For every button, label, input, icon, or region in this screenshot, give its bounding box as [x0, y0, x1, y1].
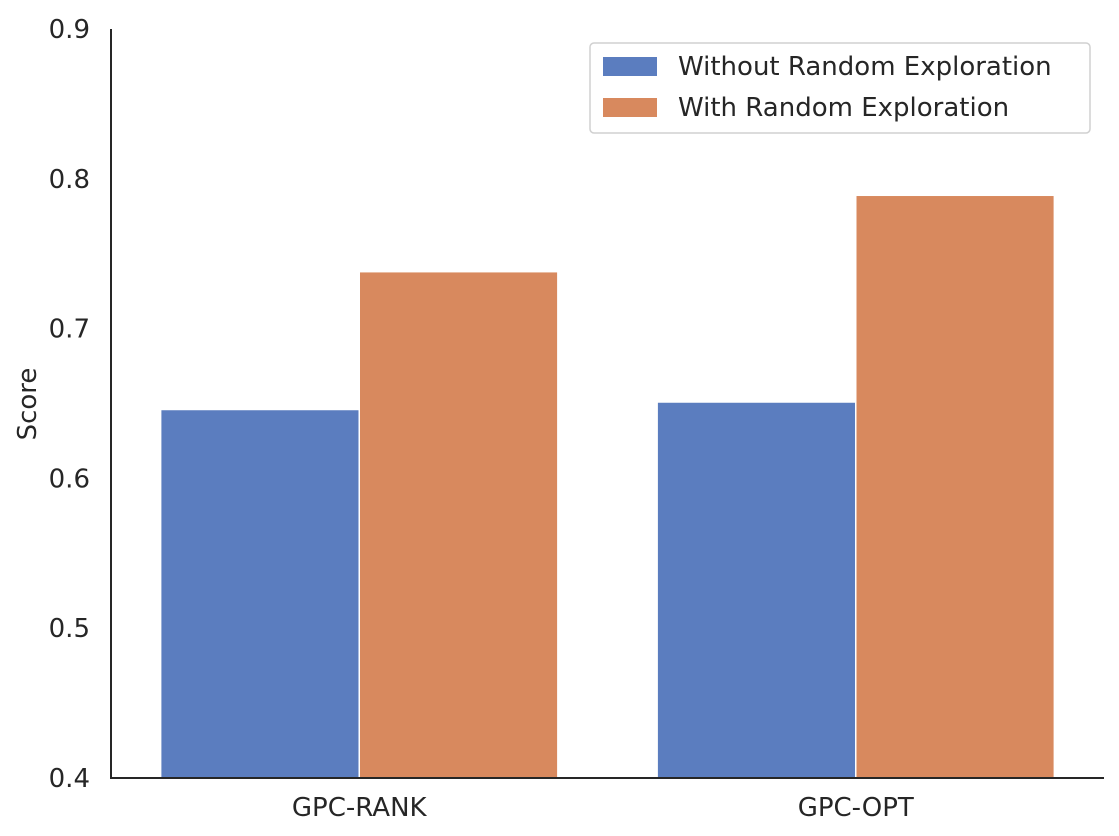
- bar-gpc-opt-series-0: [656, 401, 857, 779]
- legend: Without Random Exploration With Random E…: [589, 42, 1091, 134]
- y-tick-label: 0.4: [49, 764, 90, 794]
- y-axis-ticks: 0.4 0.5 0.6 0.7 0.8 0.9: [49, 15, 90, 794]
- bars-group: [159, 194, 1056, 779]
- bar-gpc-rank-series-0: [159, 408, 360, 779]
- x-tick-label: GPC-RANK: [292, 793, 428, 823]
- y-tick-label: 0.6: [49, 464, 90, 494]
- legend-swatch-without-random-exploration: [603, 57, 657, 76]
- y-axis-title: Score: [13, 368, 43, 441]
- y-tick-label: 0.8: [49, 165, 90, 195]
- bar-gpc-opt-series-1: [855, 194, 1056, 779]
- legend-frame: [589, 42, 1091, 134]
- bar-gpc-rank-series-1: [358, 270, 559, 779]
- x-axis-ticks: GPC-RANK GPC-OPT: [292, 793, 914, 823]
- x-tick-label: GPC-OPT: [798, 793, 914, 823]
- legend-swatch-with-random-exploration: [603, 98, 657, 117]
- y-tick-label: 0.5: [49, 614, 90, 644]
- y-tick-label: 0.7: [49, 315, 90, 345]
- legend-label-without-random-exploration: Without Random Exploration: [678, 52, 1052, 82]
- legend-label-with-random-exploration: With Random Exploration: [678, 93, 1009, 123]
- y-tick-label: 0.9: [49, 15, 90, 45]
